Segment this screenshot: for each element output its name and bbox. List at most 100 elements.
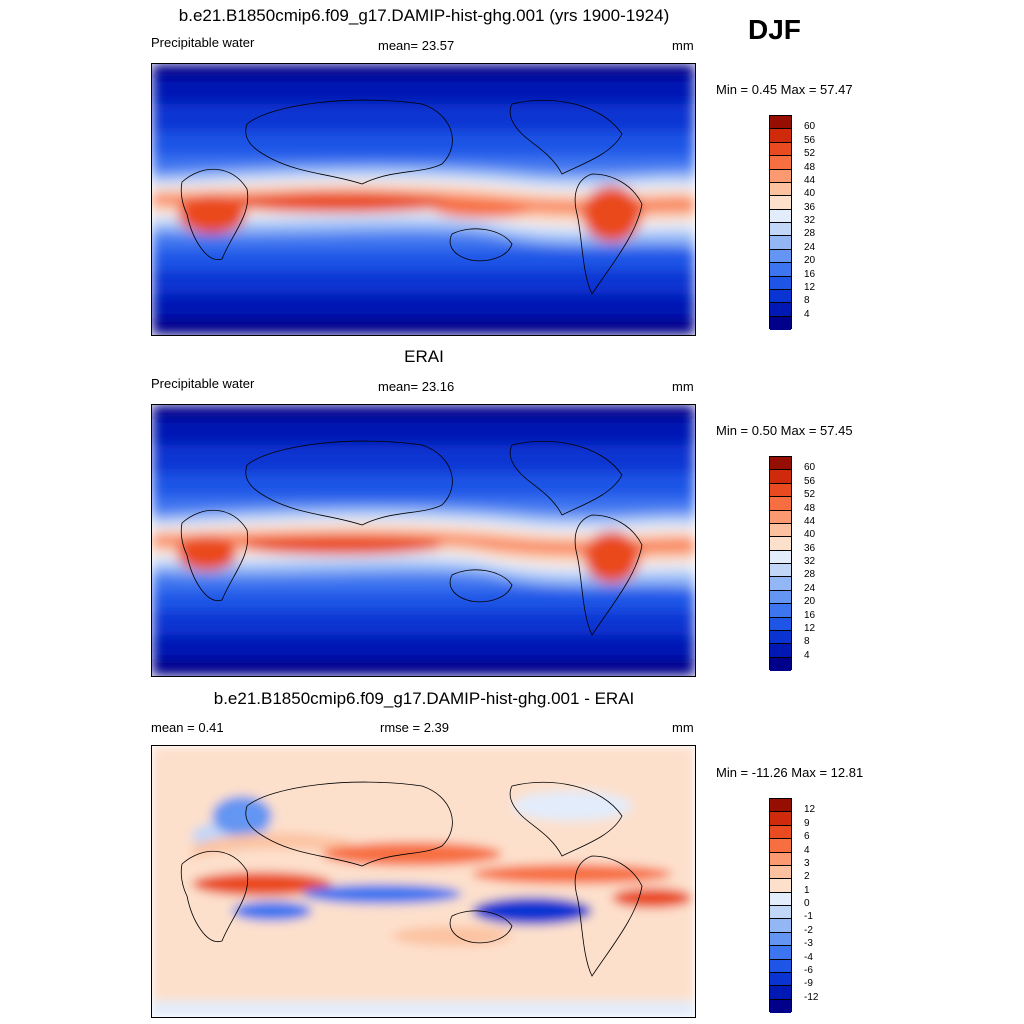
colorbar-segment: [770, 564, 791, 578]
panel-3-minmax-label: Min = -11.26 Max = 12.81: [716, 765, 864, 780]
colorbar-segment: [770, 169, 791, 183]
colorbar-segment: [770, 959, 791, 973]
colorbar-segment: [770, 129, 791, 143]
colorbar-segment: [770, 523, 791, 538]
panel-3-mean-label: mean = 0.41: [151, 720, 224, 735]
colorbar-segment: [770, 839, 791, 853]
colorbar-tick-label: 56: [804, 134, 816, 146]
colorbar-segment: [770, 483, 791, 498]
colorbar-segment: [770, 999, 791, 1013]
colorbar-tick-label: 20: [804, 596, 816, 608]
panel-1-variable-label: Precipitable water: [151, 35, 255, 50]
panel-1-map: [151, 63, 696, 336]
colorbar-segment: [770, 946, 791, 960]
colorbar-tick-label: 20: [804, 255, 816, 267]
panel-1-minmax-label: Min = 0.45 Max = 57.47: [716, 82, 853, 97]
colorbar-segment: [770, 825, 791, 840]
colorbar-tick-label: 56: [804, 475, 816, 487]
colorbar-segment: [770, 470, 791, 484]
colorbar-segment: [770, 303, 791, 317]
colorbar-tick-label: 8: [804, 295, 810, 307]
colorbar-segment: [770, 223, 791, 237]
colorbar-segment: [770, 289, 791, 304]
colorbar-tick-label: 44: [804, 515, 816, 527]
colorbar-segment: [770, 249, 791, 264]
colorbar-segment: [770, 236, 791, 250]
panel-3-map: [151, 745, 696, 1018]
panel-2-title: ERAI: [404, 347, 444, 366]
panel-1-title: b.e21.B1850cmip6.f09_g17.DAMIP-hist-ghg.…: [178, 6, 670, 25]
colorbar-tick-label: 32: [804, 556, 816, 567]
colorbar-tick-label: 32: [804, 215, 816, 226]
colorbar-segment: [770, 657, 791, 671]
colorbar-tick-label: -3: [804, 938, 813, 950]
colorbar-segment: [770, 932, 791, 947]
colorbar-segment: [770, 510, 791, 524]
colorbar-segment: [770, 316, 791, 330]
colorbar-segment: [770, 550, 791, 564]
colorbar-tick-label: 4: [804, 844, 810, 856]
colorbar-segment: [770, 879, 791, 893]
colorbar-segment: [770, 156, 791, 170]
colorbar-tick-label: 48: [804, 161, 816, 173]
colorbar-tick-label: 40: [804, 529, 816, 541]
colorbar-segment: [770, 919, 791, 933]
colorbar-segment: [770, 182, 791, 197]
panel-2-colorbar: [769, 456, 792, 671]
colorbar-tick-label: 52: [804, 489, 816, 501]
colorbar-tick-label: 2: [804, 871, 810, 883]
colorbar-segment: [770, 116, 791, 130]
panel-1-units-label: mm: [672, 38, 694, 53]
colorbar-segment: [770, 276, 791, 290]
colorbar-segment: [770, 644, 791, 658]
colorbar-tick-label: 24: [804, 582, 816, 594]
colorbar-tick-label: 16: [804, 609, 816, 621]
colorbar-segment: [770, 497, 791, 511]
colorbar-tick-label: 4: [804, 308, 810, 320]
colorbar-segment: [770, 986, 791, 1000]
season-label: DJF: [748, 14, 801, 45]
colorbar-segment: [770, 142, 791, 157]
colorbar-tick-label: 12: [804, 281, 816, 293]
colorbar-tick-label: 4: [804, 649, 810, 661]
colorbar-tick-label: 48: [804, 502, 816, 514]
colorbar-tick-label: 16: [804, 268, 816, 280]
panel-2-mean-label: mean= 23.16: [378, 379, 455, 394]
colorbar-segment: [770, 604, 791, 618]
panel-3-colorbar: [769, 798, 792, 1013]
colorbar-tick-label: 36: [804, 201, 816, 213]
colorbar-tick-label: 28: [804, 569, 816, 581]
colorbar-tick-label: 1: [804, 884, 810, 896]
panel-2-map: [151, 404, 696, 677]
colorbar-segment: [770, 196, 791, 210]
panel-2-variable-label: Precipitable water: [151, 376, 255, 391]
panel-3-map-svg: [152, 746, 695, 1017]
colorbar-segment: [770, 209, 791, 223]
colorbar-segment: [770, 590, 791, 605]
panel-2-minmax-label: Min = 0.50 Max = 57.45: [716, 423, 853, 438]
colorbar-tick-label: 28: [804, 228, 816, 240]
colorbar-segment: [770, 852, 791, 866]
colorbar-tick-label: 9: [804, 817, 810, 829]
colorbar-tick-label: -4: [804, 951, 813, 963]
panel-2-units-label: mm: [672, 379, 694, 394]
colorbar-segment: [770, 617, 791, 631]
colorbar-tick-label: 8: [804, 636, 810, 648]
colorbar-tick-label: -6: [804, 964, 813, 976]
colorbar-segment: [770, 892, 791, 906]
panel-2-map-svg: [152, 405, 695, 676]
colorbar-tick-label: 24: [804, 241, 816, 253]
colorbar-segment: [770, 457, 791, 471]
colorbar-segment: [770, 906, 791, 920]
panel-1-colorbar: [769, 115, 792, 330]
colorbar-tick-label: 0: [804, 898, 810, 909]
panel-1-map-svg: [152, 64, 695, 335]
panel-3-units-label: mm: [672, 720, 694, 735]
panel-1-mean-label: mean= 23.57: [378, 38, 455, 53]
colorbar-tick-label: 6: [804, 831, 810, 843]
colorbar-tick-label: -2: [804, 924, 813, 936]
colorbar-segment: [770, 537, 791, 551]
colorbar-tick-label: 12: [804, 804, 816, 816]
colorbar-segment: [770, 865, 791, 880]
colorbar-segment: [770, 263, 791, 277]
